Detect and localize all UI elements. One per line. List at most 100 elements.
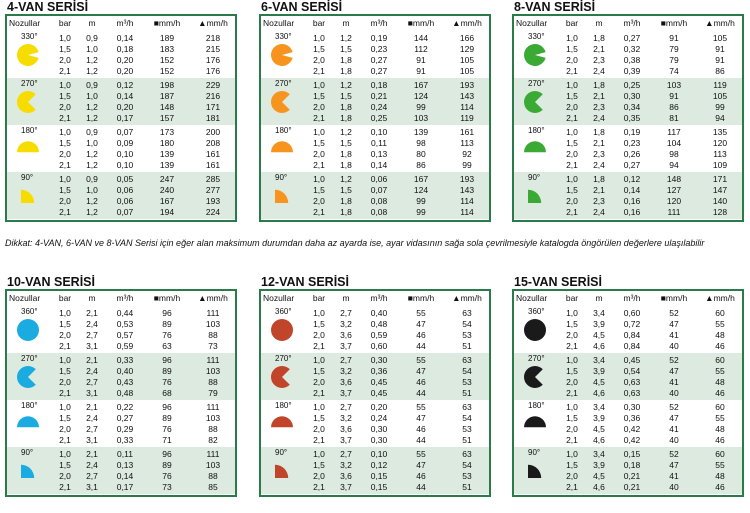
cell-tri: 176 bbox=[205, 66, 221, 76]
table-row: 1,0 2,1 0,22 96 111 bbox=[7, 402, 235, 413]
cell-bar: 1,0 bbox=[313, 80, 325, 90]
spray-pattern-icon bbox=[271, 91, 293, 118]
cell-bar: 2,0 bbox=[59, 55, 71, 65]
cell-tri: 54 bbox=[462, 319, 472, 329]
van-series-panel: 15-VAN SERİSİ Nozullar bar m m³/h ■mm/h ▲mm/h 3… bbox=[512, 275, 744, 497]
table-row: 1,5 1,0 0,14 187 216 bbox=[7, 91, 235, 102]
spray-pattern-shape bbox=[21, 189, 35, 203]
cell-m: 1,2 bbox=[340, 80, 352, 90]
cell-bar: 1,0 bbox=[566, 355, 578, 365]
panel-title: 10-VAN SERİSİ bbox=[7, 275, 95, 289]
cell-m3h: 0,07 bbox=[370, 185, 388, 195]
cell-m3h: 0,60 bbox=[623, 308, 641, 318]
angle-group: 270° 1,0 2,7 0,30 55 63 1,5 3,2 0,36 47 54 2,0 3,6 0,… bbox=[261, 353, 489, 400]
cell-m3h: 0,59 bbox=[116, 341, 134, 351]
table-row: 2,0 1,8 0,13 80 92 bbox=[261, 149, 489, 160]
cell-sq: 47 bbox=[416, 460, 426, 470]
cell-m: 2,1 bbox=[593, 185, 605, 195]
table-row: 1,0 1,8 0,25 103 119 bbox=[514, 80, 742, 91]
cell-sq: 98 bbox=[669, 149, 679, 159]
cell-m: 0,9 bbox=[86, 174, 98, 184]
cell-m3h: 0,11 bbox=[117, 449, 133, 459]
spray-pattern-icon bbox=[271, 413, 293, 440]
cell-m: 0,9 bbox=[86, 127, 98, 137]
cell-bar: 2,1 bbox=[566, 435, 578, 445]
cell-bar: 2,0 bbox=[59, 330, 71, 340]
cell-m: 2,1 bbox=[86, 308, 98, 318]
table-row: 2,1 3,7 0,15 44 51 bbox=[261, 482, 489, 493]
cell-bar: 1,5 bbox=[313, 319, 325, 329]
table-row: 1,0 1,8 0,19 117 135 bbox=[514, 127, 742, 138]
cell-tri: 111 bbox=[206, 308, 220, 318]
table-row: 2,0 4,5 0,42 41 48 bbox=[514, 424, 742, 435]
angle-group: 270° 1,0 1,8 0,25 103 119 1,5 2,1 0,30 91 105 2,0 2,… bbox=[514, 78, 742, 125]
cell-sq: 47 bbox=[669, 413, 679, 423]
cell-sq: 96 bbox=[162, 308, 172, 318]
cell-m3h: 0,11 bbox=[371, 138, 387, 148]
cell-m: 3,9 bbox=[593, 319, 605, 329]
spray-pattern-icon bbox=[524, 416, 546, 428]
cell-tri: 105 bbox=[459, 66, 475, 76]
spray-pattern-icon bbox=[17, 460, 39, 487]
cell-m: 2,7 bbox=[86, 471, 98, 481]
cell-sq: 46 bbox=[416, 377, 426, 387]
header-sq: ■mm/h bbox=[407, 293, 435, 303]
cell-tri: 51 bbox=[462, 435, 472, 445]
header-m3h: m³/h bbox=[116, 293, 134, 303]
cell-m3h: 0,44 bbox=[116, 308, 134, 318]
table-row: 2,0 1,8 0,24 99 114 bbox=[261, 102, 489, 113]
cell-m3h: 0,06 bbox=[116, 196, 134, 206]
van-series-panel: 10-VAN SERİSİ Nozullar bar m m³/h ■mm/h ▲mm/h 3… bbox=[5, 275, 237, 497]
cell-m3h: 0,25 bbox=[370, 113, 388, 123]
cell-bar: 1,5 bbox=[313, 44, 325, 54]
table-row: 1,5 2,4 0,13 89 103 bbox=[7, 460, 235, 471]
cell-tri: 53 bbox=[462, 330, 472, 340]
cell-tri: 48 bbox=[715, 471, 725, 481]
cell-sq: 240 bbox=[159, 185, 175, 195]
cell-tri: 54 bbox=[462, 460, 472, 470]
cell-sq: 127 bbox=[666, 185, 682, 195]
cell-bar: 2,1 bbox=[59, 160, 71, 170]
spray-pattern-shape bbox=[524, 44, 546, 66]
cell-sq: 41 bbox=[669, 377, 679, 387]
cell-bar: 2,1 bbox=[313, 388, 325, 398]
cell-sq: 96 bbox=[162, 402, 172, 412]
cell-tri: 128 bbox=[712, 207, 728, 217]
angle-label: 90° bbox=[275, 448, 288, 457]
cell-sq: 86 bbox=[416, 160, 426, 170]
cell-bar: 2,1 bbox=[313, 160, 325, 170]
table-row: 1,0 1,2 0,06 167 193 bbox=[261, 174, 489, 185]
cell-sq: 99 bbox=[416, 196, 426, 206]
cell-tri: 229 bbox=[205, 80, 221, 90]
spray-pattern-icon bbox=[271, 185, 293, 212]
header-bar: bar bbox=[312, 293, 326, 303]
cell-bar: 1,5 bbox=[313, 366, 325, 376]
cell-tri: 51 bbox=[462, 482, 472, 492]
angle-group: 90° 1,0 1,2 0,06 167 193 1,5 1,5 0,07 124 143 2,0 1,… bbox=[261, 172, 489, 219]
cell-tri: 285 bbox=[205, 174, 221, 184]
cell-m: 1,0 bbox=[86, 185, 98, 195]
spray-pattern-icon bbox=[271, 91, 290, 113]
spray-pattern-shape bbox=[17, 319, 39, 341]
cell-m: 2,3 bbox=[593, 55, 605, 65]
cell-bar: 1,0 bbox=[59, 449, 71, 459]
cell-bar: 2,1 bbox=[566, 207, 578, 217]
cell-bar: 2,1 bbox=[59, 482, 71, 492]
cell-m: 3,4 bbox=[593, 355, 605, 365]
angle-label: 180° bbox=[21, 126, 38, 135]
cell-bar: 2,0 bbox=[59, 102, 71, 112]
table-row: 1,5 2,1 0,32 79 91 bbox=[514, 44, 742, 55]
cell-m3h: 0,16 bbox=[623, 207, 641, 217]
angle-label: 270° bbox=[528, 354, 545, 363]
cell-m: 4,5 bbox=[593, 330, 605, 340]
cell-bar: 1,5 bbox=[566, 138, 578, 148]
table-row: 1,0 0,9 0,07 173 200 bbox=[7, 127, 235, 138]
table-header: Nozullar bar m m³/h ■mm/h ▲mm/h bbox=[7, 291, 235, 306]
angle-label: 180° bbox=[528, 126, 545, 135]
cell-m: 2,3 bbox=[593, 149, 605, 159]
angle-group: 360° 1,0 2,7 0,40 55 63 1,5 3,2 0,48 47 54 2,0 3,6 0,… bbox=[261, 306, 489, 353]
spray-pattern-icon bbox=[524, 91, 543, 113]
cell-bar: 1,5 bbox=[313, 138, 325, 148]
cell-sq: 91 bbox=[416, 66, 426, 76]
spray-pattern-shape bbox=[524, 416, 546, 428]
